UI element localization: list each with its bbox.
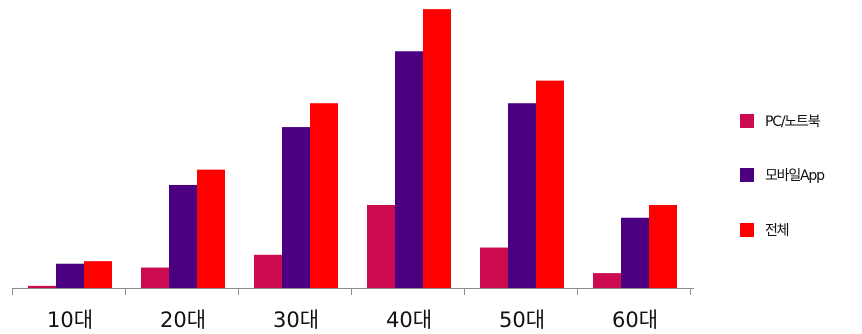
legend-label: PC/노트북 bbox=[765, 114, 821, 130]
bar-20대-PC/노트북 bbox=[141, 267, 169, 288]
x-tick-labels: 10대 20대 30대 40대 50대 60대 bbox=[47, 308, 658, 332]
legend-label: 전체 bbox=[765, 223, 790, 239]
bar-50대-전체 bbox=[536, 80, 564, 288]
bars bbox=[28, 9, 677, 289]
x-tick-label: 50대 bbox=[499, 308, 545, 332]
bar-10대-모바일App bbox=[56, 263, 84, 288]
bar-50대-모바일App bbox=[508, 103, 536, 288]
bar-30대-모바일App bbox=[282, 127, 310, 289]
bar-50대-PC/노트북 bbox=[480, 247, 508, 288]
legend-item: 전체 bbox=[740, 221, 824, 239]
x-tick-label: 30대 bbox=[273, 308, 319, 332]
x-tick-label: 60대 bbox=[612, 308, 658, 332]
legend-item: 모바일App bbox=[740, 166, 825, 184]
bar-10대-전체 bbox=[84, 261, 112, 288]
legend-item: PC/노트북 bbox=[740, 112, 824, 130]
legend-label: 모바일App bbox=[765, 168, 825, 184]
bar-20대-전체 bbox=[197, 169, 225, 288]
bar-60대-전체 bbox=[649, 204, 677, 288]
x-tick-label: 20대 bbox=[160, 308, 206, 332]
bar-60대-PC/노트북 bbox=[593, 273, 621, 288]
legend-swatch bbox=[740, 114, 754, 128]
bar-30대-PC/노트북 bbox=[254, 254, 282, 288]
bar-40대-전체 bbox=[423, 9, 451, 289]
x-axis bbox=[12, 288, 694, 295]
x-tick-label: 40대 bbox=[386, 308, 432, 332]
bar-40대-PC/노트북 bbox=[367, 204, 395, 288]
bar-40대-모바일App bbox=[395, 51, 423, 288]
legend-swatch bbox=[740, 223, 754, 237]
legend-swatch bbox=[740, 168, 754, 182]
bar-20대-모바일App bbox=[169, 184, 197, 288]
bar-10대-PC/노트북 bbox=[28, 285, 56, 288]
bar-60대-모바일App bbox=[621, 217, 649, 288]
x-tick-label: 10대 bbox=[47, 308, 93, 332]
bar-30대-전체 bbox=[310, 103, 338, 288]
